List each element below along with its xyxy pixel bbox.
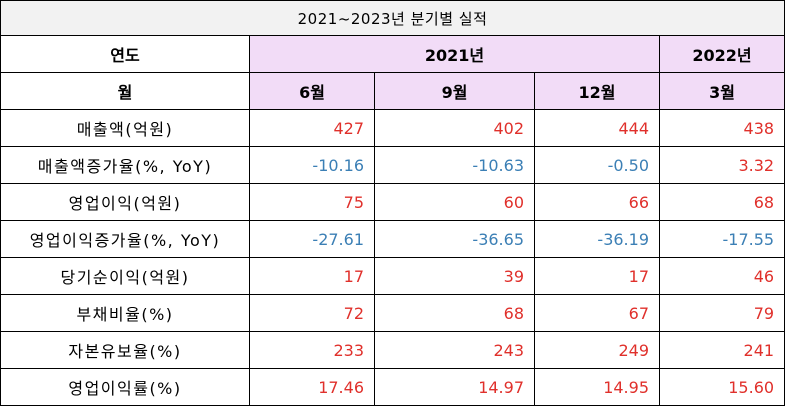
year-header-row: 연도 2021년 2022년 (0, 35, 785, 73)
month-header-mar: 3월 (658, 72, 785, 110)
year-2022-header: 2022년 (658, 35, 785, 73)
month-header-sep: 9월 (374, 72, 535, 110)
table-row: 매출액증가율(%, YoY) -10.16 -10.63 -0.50 3.32 (0, 146, 785, 184)
value-cell: 66 (534, 183, 660, 221)
value-cell: 75 (249, 183, 375, 221)
month-header-jun: 6월 (249, 72, 375, 110)
table-title-row: 2021~2023년 분기별 실적 (0, 0, 785, 36)
row-label: 영업이익증가율(%, YoY) (0, 220, 250, 258)
value-cell: 241 (658, 331, 785, 369)
table-title: 2021~2023년 분기별 실적 (0, 0, 785, 36)
value-cell: 17 (534, 257, 660, 295)
value-cell: 39 (374, 257, 535, 295)
row-label: 매출액증가율(%, YoY) (0, 146, 250, 184)
value-cell: -17.55 (658, 220, 785, 258)
year-2021-header: 2021년 (249, 35, 660, 73)
month-header-row: 월 6월 9월 12월 3월 (0, 72, 785, 110)
value-cell: 68 (374, 294, 535, 332)
table-row: 영업이익증가율(%, YoY) -27.61 -36.65 -36.19 -17.55 (0, 220, 785, 258)
table-row: 영업이익(억원) 75 60 66 68 (0, 183, 785, 221)
month-header-dec: 12월 (534, 72, 660, 110)
value-cell: 15.60 (658, 368, 785, 406)
month-label: 월 (0, 72, 250, 110)
value-cell: -0.50 (534, 146, 660, 184)
value-cell: -36.19 (534, 220, 660, 258)
value-cell: -36.65 (374, 220, 535, 258)
row-label: 매출액(억원) (0, 109, 250, 147)
value-cell: 249 (534, 331, 660, 369)
row-label: 영업이익률(%) (0, 368, 250, 406)
year-label: 연도 (0, 35, 250, 73)
value-cell: 17 (249, 257, 375, 295)
table-row: 부채비율(%) 72 68 67 79 (0, 294, 785, 332)
table-row: 당기순이익(억원) 17 39 17 46 (0, 257, 785, 295)
value-cell: 72 (249, 294, 375, 332)
row-label: 부채비율(%) (0, 294, 250, 332)
value-cell: 14.95 (534, 368, 660, 406)
value-cell: 243 (374, 331, 535, 369)
row-label: 자본유보율(%) (0, 331, 250, 369)
table-row: 영업이익률(%) 17.46 14.97 14.95 15.60 (0, 368, 785, 406)
table-row: 매출액(억원) 427 402 444 438 (0, 109, 785, 147)
value-cell: 444 (534, 109, 660, 147)
row-label: 영업이익(억원) (0, 183, 250, 221)
value-cell: 17.46 (249, 368, 375, 406)
value-cell: 233 (249, 331, 375, 369)
value-cell: -10.16 (249, 146, 375, 184)
row-label: 당기순이익(억원) (0, 257, 250, 295)
value-cell: -27.61 (249, 220, 375, 258)
table-row: 자본유보율(%) 233 243 249 241 (0, 331, 785, 369)
value-cell: 67 (534, 294, 660, 332)
value-cell: 3.32 (658, 146, 785, 184)
value-cell: 427 (249, 109, 375, 147)
value-cell: 402 (374, 109, 535, 147)
value-cell: 60 (374, 183, 535, 221)
value-cell: 14.97 (374, 368, 535, 406)
value-cell: 68 (658, 183, 785, 221)
value-cell: 46 (658, 257, 785, 295)
value-cell: 79 (658, 294, 785, 332)
value-cell: 438 (658, 109, 785, 147)
value-cell: -10.63 (374, 146, 535, 184)
